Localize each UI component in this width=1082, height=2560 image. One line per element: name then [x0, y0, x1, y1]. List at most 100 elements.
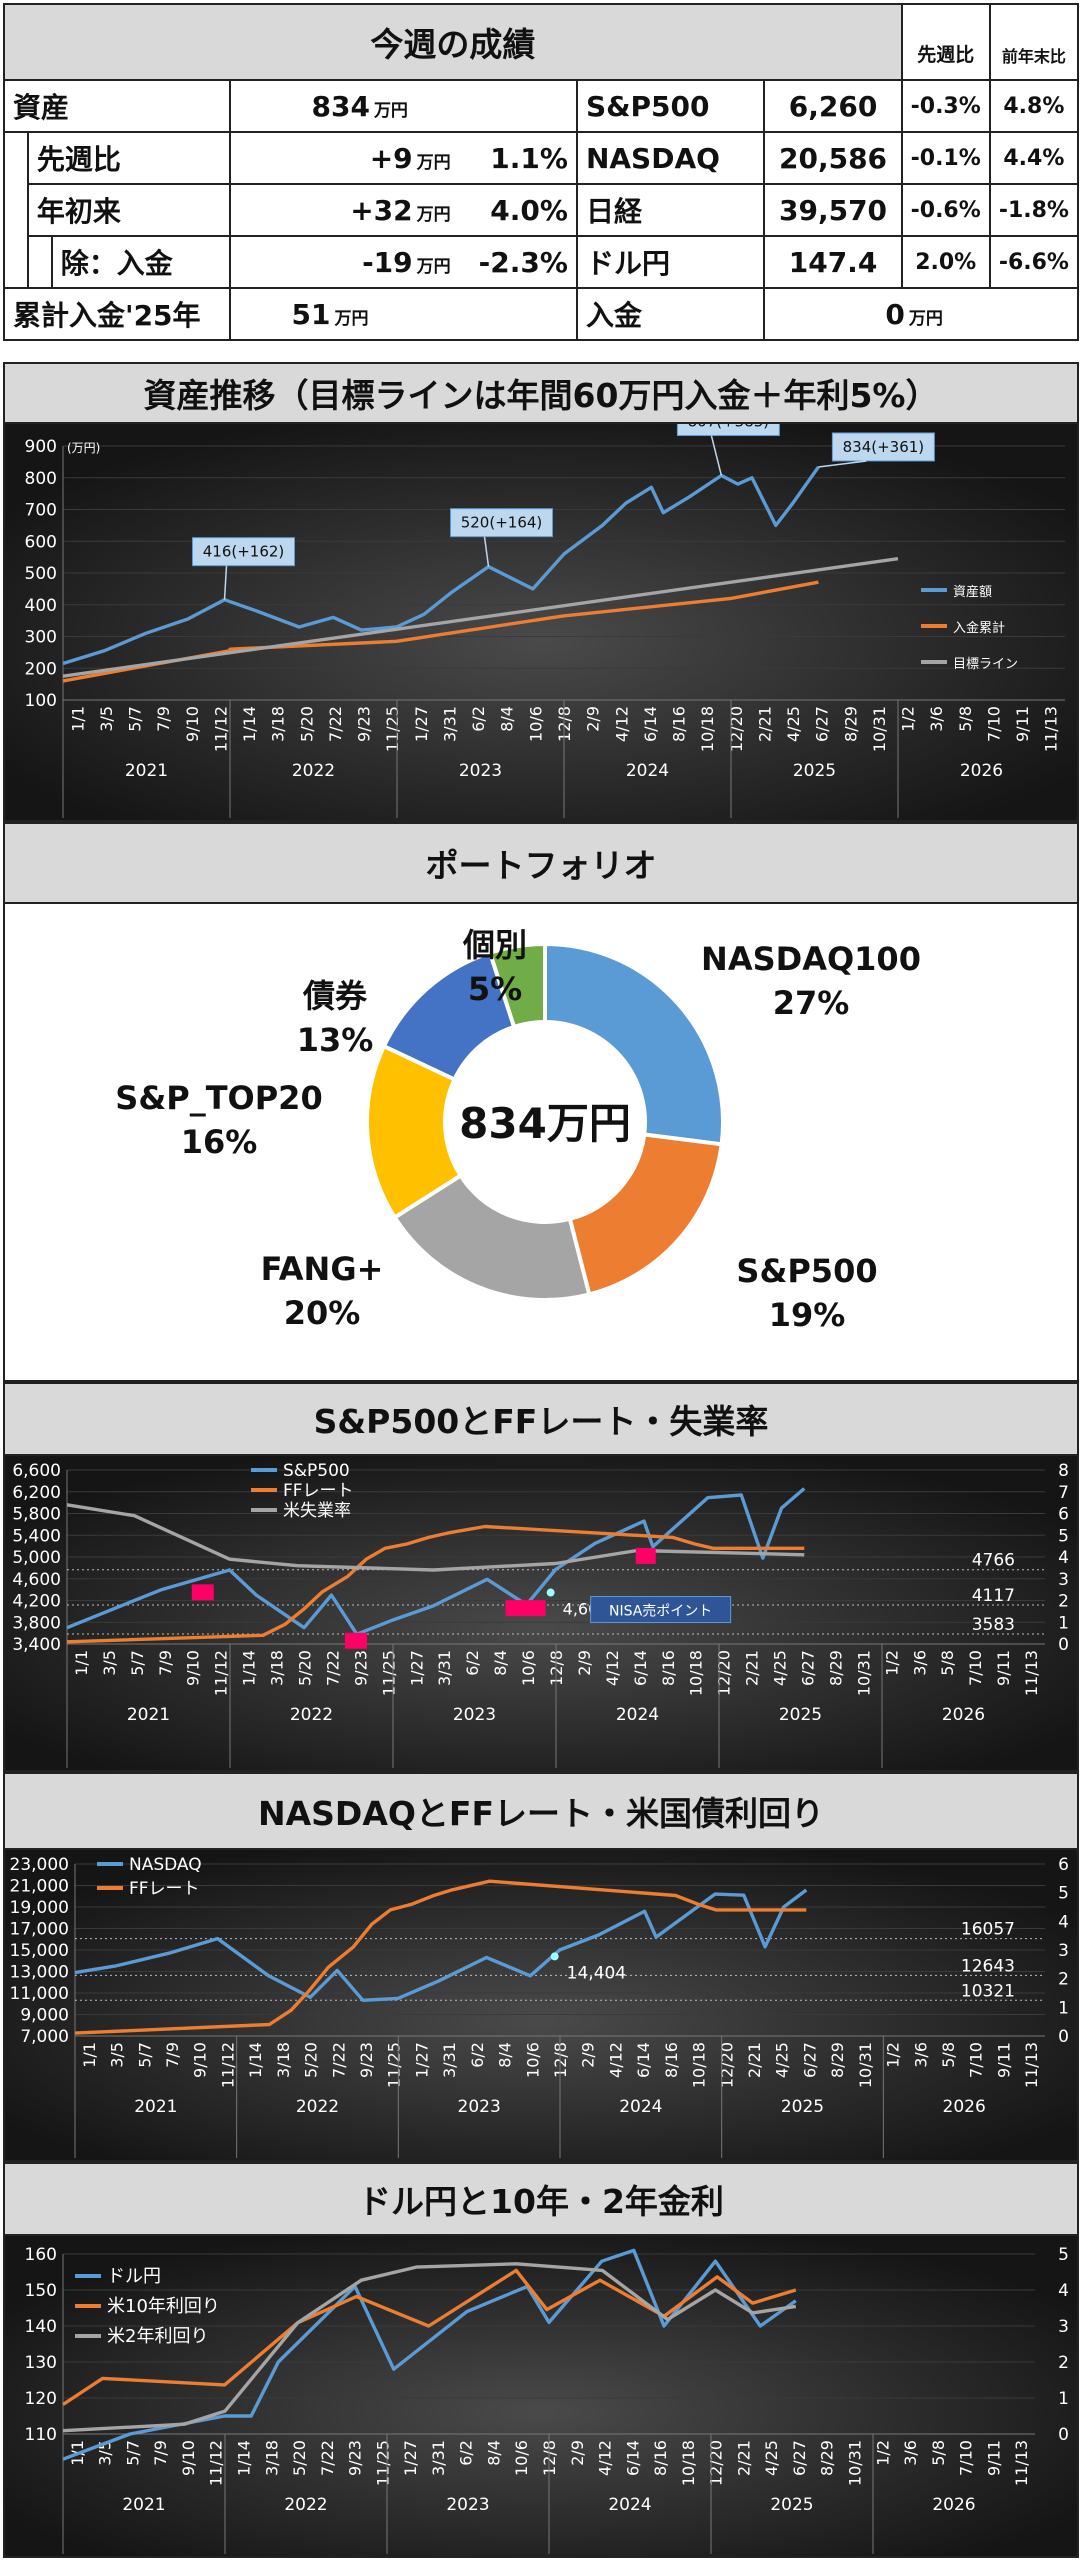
x-month-label: 1/14 [246, 2042, 265, 2078]
annotation-label: 807(+383) [688, 424, 770, 431]
x-month-label: 8/29 [828, 2042, 847, 2078]
x-month-label: 3/5 [97, 706, 116, 732]
perf-title: 今週の成績 [3, 3, 903, 81]
x-month-label: 5/7 [128, 1650, 147, 1676]
x-year-label: 2023 [453, 1705, 496, 1725]
x-month-label: 12/20 [717, 2042, 736, 2088]
legend-label: 目標ライン [953, 657, 1018, 672]
x-month-label: 9/10 [183, 706, 202, 742]
y-tick-label: 3,800 [12, 1613, 61, 1633]
x-month-label: 10/6 [523, 2042, 542, 2078]
x-year-label: 2021 [127, 1705, 170, 1725]
x-year-label: 2021 [125, 761, 168, 781]
annotation-box [192, 537, 296, 567]
y-tick-label: 17,000 [10, 1920, 69, 1940]
series-line [62, 580, 819, 683]
y-axis-unit: (万円) [67, 441, 100, 455]
legend-label: 米10年利回り [107, 2296, 220, 2317]
x-year-label: 2024 [619, 2097, 662, 2117]
x-month-label: 4/25 [762, 2440, 781, 2476]
index-value: 39,570 [763, 183, 903, 237]
sp500-chart: 3,4003,8004,2004,6005,0005,4005,8006,200… [5, 1456, 1077, 1770]
legend-label: FFレート [283, 1481, 354, 1501]
ytd-label: 年初来 [26, 183, 232, 237]
slice-label: S&P500 [736, 1252, 877, 1290]
y-tick-label: 700 [25, 501, 57, 521]
y2-tick-label: 5 [1058, 1526, 1069, 1546]
sell-marker [635, 1547, 656, 1564]
x-month-label: 1/2 [882, 1650, 901, 1676]
wow-label: 先週比 [26, 131, 232, 185]
y2-tick-label: 3 [1058, 1570, 1069, 1590]
annotation-label: 416(+162) [203, 543, 285, 561]
reference-label: 3583 [972, 1615, 1015, 1635]
x-month-label: 4/25 [771, 1650, 790, 1686]
x-month-label: 5/20 [290, 2440, 309, 2476]
x-month-label: 6/2 [469, 706, 488, 732]
index-value: 20,586 [763, 131, 903, 185]
asset-trend-chart: 100 200 300 400 500 600 700 800 900 (万円) 1/1 3/5 5/7… [5, 407, 1077, 820]
x-month-label: 8/4 [491, 1650, 510, 1676]
annotation-pointer [710, 435, 723, 476]
col-header-wow: 先週比 [900, 3, 991, 81]
y-tick-label: 120 [25, 2389, 57, 2409]
y-tick-label: 6,600 [12, 1461, 61, 1481]
y-tick-label: 21,000 [10, 1877, 69, 1897]
annotation-box [590, 1596, 732, 1624]
y-tick-label: 3,400 [12, 1635, 61, 1655]
legend-label: S&P500 [283, 1461, 350, 1481]
y2-tick-label: 2 [1058, 1970, 1069, 1990]
x-month-label: 2/21 [745, 2042, 764, 2078]
index-wow: -0.6% [900, 183, 991, 237]
slice-label: 個別 [462, 926, 527, 964]
y-tick-label: 100 [25, 691, 57, 711]
x-month-label: 1/2 [873, 2440, 892, 2466]
chart-title: ポートフォリオ [5, 824, 1077, 904]
x-month-label: 8/4 [484, 2440, 503, 2466]
x-month-label: 5/20 [297, 706, 316, 742]
x-month-label: 5/8 [929, 2440, 948, 2466]
chart-title: ドル円と10年・2年金利 [5, 2164, 1077, 2236]
x-month-label: 6/2 [468, 2042, 487, 2068]
x-month-label: 6/27 [790, 2440, 809, 2476]
chart-title: S&P500とFFレート・失業率 [5, 1384, 1077, 1456]
x-month-label: 7/9 [163, 2042, 182, 2068]
legend-label: 米2年利回り [107, 2326, 208, 2347]
x-month-label: 7/9 [154, 706, 173, 732]
x-month-label: 7/10 [966, 1650, 985, 1686]
annotation-dot [550, 1952, 559, 1961]
x-month-label: 12/20 [727, 706, 746, 752]
slice-percent: 20% [284, 1294, 361, 1332]
x-year-label: 2023 [458, 2097, 501, 2117]
y2-tick-label: 4 [1058, 1912, 1069, 1932]
x-month-label: 8/29 [826, 1650, 845, 1686]
reference-label: 10321 [961, 1981, 1015, 2001]
y-tick-label: 140 [25, 2317, 57, 2337]
index-wow: 2.0% [900, 235, 991, 289]
series-line [62, 466, 820, 666]
chart-title: NASDAQとFFレート・米国債利回り [5, 1774, 1077, 1850]
x-month-label: 10/18 [679, 2440, 698, 2486]
slice-label: 債券 [302, 977, 368, 1015]
x-month-label: 6/27 [813, 706, 832, 742]
portfolio-donut-chart: NASDAQ100 27% S&P500 19% FANG+ 20% S&P_TOP20 16… [5, 904, 1077, 1380]
index-wow: -0.1% [900, 131, 991, 185]
x-month-label: 4/12 [606, 2042, 625, 2078]
y-tick-label: 13,000 [10, 1963, 69, 1983]
slice-percent: 5% [468, 970, 522, 1008]
legend-label: 入金累計 [953, 620, 1005, 636]
x-month-label: 8/16 [662, 2042, 681, 2078]
x-month-label: 11/13 [1012, 2440, 1031, 2486]
x-month-label: 8/29 [818, 2440, 837, 2476]
x-month-label: 11/13 [1022, 2042, 1041, 2088]
y-tick-label: 7,000 [20, 2027, 69, 2047]
x-month-label: 4/25 [784, 706, 803, 742]
x-month-label: 11/12 [211, 706, 230, 752]
x-month-label: 1/27 [401, 2440, 420, 2476]
x-month-label: 10/6 [519, 1650, 538, 1686]
y-tick-label: 5,800 [12, 1505, 61, 1525]
index-ytd: -1.8% [988, 183, 1080, 237]
x-month-label: 3/31 [429, 2440, 448, 2476]
x-month-label: 3/6 [911, 2042, 930, 2068]
annotation-dot [546, 1588, 555, 1597]
